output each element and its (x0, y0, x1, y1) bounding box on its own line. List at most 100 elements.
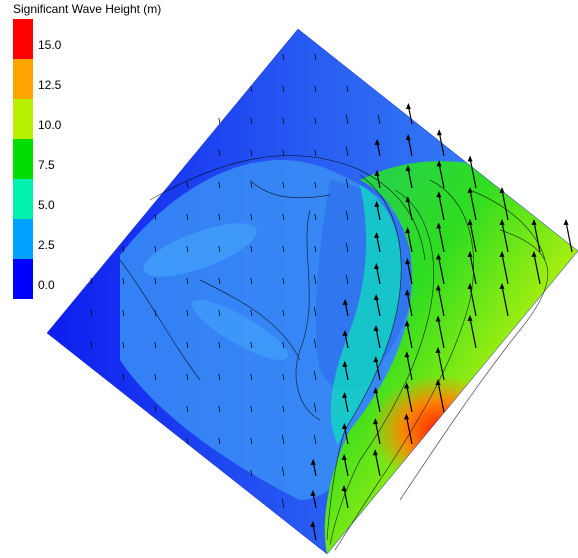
wave-vector-head (310, 458, 316, 465)
wave-vector-head (342, 391, 348, 398)
wave-vector (314, 53, 317, 61)
legend-title: Significant Wave Height (m) (13, 2, 162, 16)
wave-vector (218, 213, 221, 221)
wave-vector-head (310, 520, 316, 527)
wave-vector (374, 421, 381, 445)
legend-swatch (13, 59, 33, 79)
legend-swatch (13, 179, 33, 199)
legend-label: 2.5 (38, 238, 55, 252)
wave-vector (406, 261, 413, 285)
wave-vector (345, 178, 349, 189)
wave-vector (186, 277, 189, 285)
legend-swatch (13, 39, 33, 59)
wave-vector (218, 245, 221, 253)
wave-vector (469, 253, 477, 285)
wave-vector (282, 405, 285, 413)
wave-vector-head (342, 360, 348, 367)
wave-vector-head (341, 422, 347, 429)
wave-vector-head (404, 382, 410, 389)
wave-vector-head (374, 138, 380, 145)
legend-swatch (13, 159, 33, 179)
legend-label: 5.0 (38, 198, 55, 212)
wave-vector (375, 265, 381, 285)
wave-vector (501, 189, 509, 221)
wave-vector-head (436, 160, 442, 167)
wave-vector (565, 221, 573, 253)
wave-vector (122, 341, 125, 349)
wave-vector (406, 292, 413, 317)
wave-vector (186, 341, 189, 349)
wave-vector (313, 370, 317, 381)
wave-vector (345, 210, 349, 221)
wave-vector (469, 317, 477, 349)
legend-swatch (13, 279, 33, 299)
wave-vector (250, 437, 253, 445)
wave-vector (314, 181, 317, 189)
wave-vector (250, 277, 253, 285)
wave-vector-head (531, 251, 537, 257)
wave-vector (218, 149, 221, 157)
wave-vector-head (374, 169, 380, 176)
wave-vector (375, 358, 381, 381)
wave-vector (282, 181, 285, 189)
wave-vector (375, 390, 381, 413)
wave-vector (250, 245, 253, 253)
wave-vector-head (435, 347, 441, 353)
wave-vector (407, 136, 413, 157)
wave-vector-head (373, 294, 379, 301)
wave-vector (282, 53, 285, 61)
wave-vector-head (404, 351, 410, 358)
wave-vector (501, 285, 509, 317)
wave-vector-head (372, 418, 378, 425)
wave-vector (282, 309, 285, 317)
wave-vector (154, 245, 157, 253)
wave-vector-head (467, 155, 473, 162)
wave-vector (343, 456, 349, 477)
wave-vector (281, 466, 285, 477)
wave-vector (218, 309, 221, 317)
legend-swatch (13, 219, 33, 239)
wave-vector (313, 338, 317, 349)
wave-vector (250, 85, 253, 93)
wave-vector (282, 373, 285, 381)
wave-vector (343, 487, 349, 509)
wave-vector (438, 163, 445, 189)
wave-vector (90, 277, 93, 285)
wave-vector (345, 242, 349, 253)
wave-vector-head (436, 191, 442, 198)
wave-vector-head (467, 251, 473, 257)
wave-vector-head (435, 379, 441, 385)
wave-vector (186, 181, 189, 189)
wave-vector (250, 309, 253, 317)
wave-vector-head (374, 231, 380, 238)
wave-vector (154, 341, 157, 349)
wave-vector (501, 221, 509, 253)
wave-vector (374, 452, 381, 477)
wave-vector-head (499, 251, 505, 257)
wave-vector-head (404, 320, 410, 327)
wave-vector (250, 181, 253, 189)
wave-vector-head (436, 222, 442, 229)
wave-vector (282, 117, 285, 125)
wave-vector (218, 373, 221, 381)
model-domain (47, 29, 578, 554)
wave-vector (437, 287, 445, 317)
wave-vector (437, 381, 445, 413)
legend-label: 0.0 (38, 278, 55, 292)
wave-vector (346, 85, 349, 93)
wave-vector (154, 213, 157, 221)
wave-vector-head (467, 187, 473, 193)
wave-vector-head (403, 413, 409, 420)
wave-vector (314, 85, 317, 93)
wave-vector-head (467, 283, 473, 289)
wave-vector (469, 158, 477, 189)
wave-vector (438, 225, 445, 253)
wave-vector (533, 253, 541, 285)
wave-vector (437, 256, 445, 285)
wave-vector (281, 434, 285, 445)
wave-vector-head (341, 454, 347, 461)
wave-vector (250, 373, 253, 381)
wave-vector (282, 245, 285, 253)
wave-vector-head (373, 356, 379, 363)
wave-vector (282, 341, 285, 349)
